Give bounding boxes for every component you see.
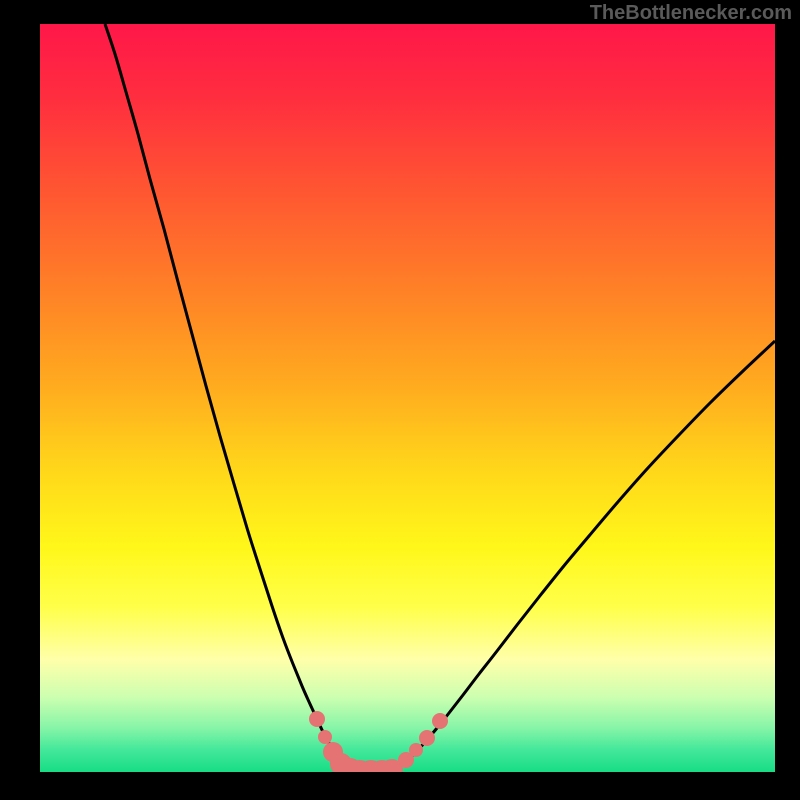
marker-group-right bbox=[398, 713, 448, 768]
marker-dot bbox=[432, 713, 448, 729]
curve-left bbox=[105, 24, 346, 769]
marker-dot bbox=[309, 711, 325, 727]
watermark-text: TheBottlenecker.com bbox=[590, 2, 792, 25]
marker-dot bbox=[419, 730, 435, 746]
curves-layer bbox=[40, 24, 775, 772]
marker-group-left bbox=[309, 711, 403, 772]
plot-area bbox=[40, 24, 775, 772]
curve-right bbox=[396, 341, 775, 769]
marker-dot bbox=[409, 743, 423, 757]
marker-dot bbox=[318, 730, 332, 744]
